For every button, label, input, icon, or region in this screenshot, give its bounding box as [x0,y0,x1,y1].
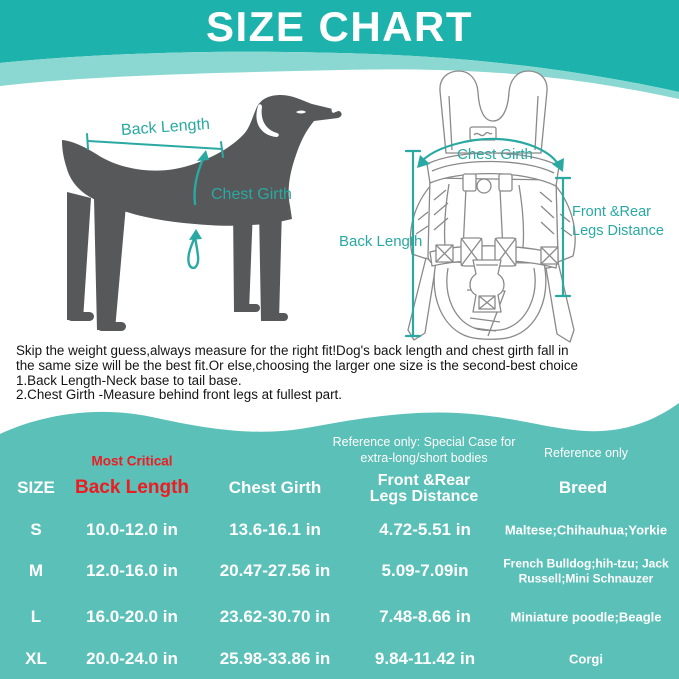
row-xl-size: XL [25,649,47,668]
carrier-legs-distance-measure-line [554,176,572,298]
row-m-breed: French Bulldog;hih-tzu; Jack Russell;Min… [503,556,669,586]
instructions-line-4: 2.Chest Girth -Measure behind front legs… [16,387,342,403]
column-header-back-length: Back Length [74,477,190,498]
dog-chest-girth-label: Chest Girth [211,186,292,203]
column-header-size: SIZE [17,478,55,497]
legs-column-note-line1: Reference only: Special Case for [332,435,516,449]
row-l-chest-girth: 23.62-30.70 in [219,607,331,626]
dog-nose-mark [331,107,341,113]
dog-chest-girth-arrow [187,150,209,270]
carrier-chest-girth-arrow [417,137,564,172]
column-header-chest-girth: Chest Girth [228,478,322,497]
dog-silhouette-illustration [62,95,342,331]
row-l-legs: 7.48-8.66 in [379,607,471,626]
legs-column-note-line2: extra-long/short bodies [360,451,488,465]
measuring-instructions: Skip the weight guess,always measure for… [16,343,671,403]
carrier-chest-girth-label: Chest Girth [457,146,533,163]
instructions-line-2: the same size will be the best fit.Or el… [16,357,578,373]
instructions-line-3: 1.Back Length-Neck base to tail base. [16,372,242,388]
page-title: SIZE CHART [206,3,473,50]
carrier-legs-distance-label-line2: Legs Distance [572,223,664,239]
instructions-line-1: Skip the weight guess,always measure for… [16,343,569,358]
dog-ear-mark [256,104,279,137]
row-s-chest-girth: 13.6-16.1 in [229,520,321,539]
column-header-legs-line2: Legs Distance [369,487,479,505]
row-s-breed: Maltese;Chihauhua;Yorkie [504,522,668,538]
carrier-back-length-measure-line [404,149,422,338]
column-header-legs-line1: Front &Rear [377,471,471,489]
row-m-size: M [28,561,44,580]
header-wave-banner [0,0,679,99]
breed-column-note: Reference only [543,446,629,460]
column-header-breed: Breed [558,478,608,497]
row-m-chest-girth: 20.47-27.56 in [219,561,331,580]
row-l-breed: Miniature poodle;Beagle [510,609,662,625]
row-xl-breed: Corgi [569,651,603,667]
table-wave-background [0,403,679,679]
carrier-illustration [407,70,576,343]
row-l-size: L [30,607,42,626]
row-m-back-length: 12.0-16.0 in [86,561,178,580]
carrier-legs-distance-label-line1: Front &Rear [572,204,651,220]
row-s-back-length: 10.0-12.0 in [86,520,178,539]
dog-eye-mark [296,110,306,114]
row-m-legs: 5.09-7.09in [381,561,469,580]
row-xl-chest-girth: 25.98-33.86 in [219,649,331,668]
back-length-critical-note: Most Critical [91,453,173,469]
row-s-legs: 4.72-5.51 in [379,520,471,539]
carrier-back-length-label: Back Length [339,233,423,250]
carrier-legs-distance-label: Front &Rear Legs Distance [572,203,664,241]
dog-back-length-measure-line [86,133,224,158]
row-xl-back-length: 20.0-24.0 in [86,649,178,668]
row-l-back-length: 16.0-20.0 in [86,607,178,626]
row-xl-legs: 9.84-11.42 in [374,649,476,668]
row-s-size: S [30,520,42,539]
